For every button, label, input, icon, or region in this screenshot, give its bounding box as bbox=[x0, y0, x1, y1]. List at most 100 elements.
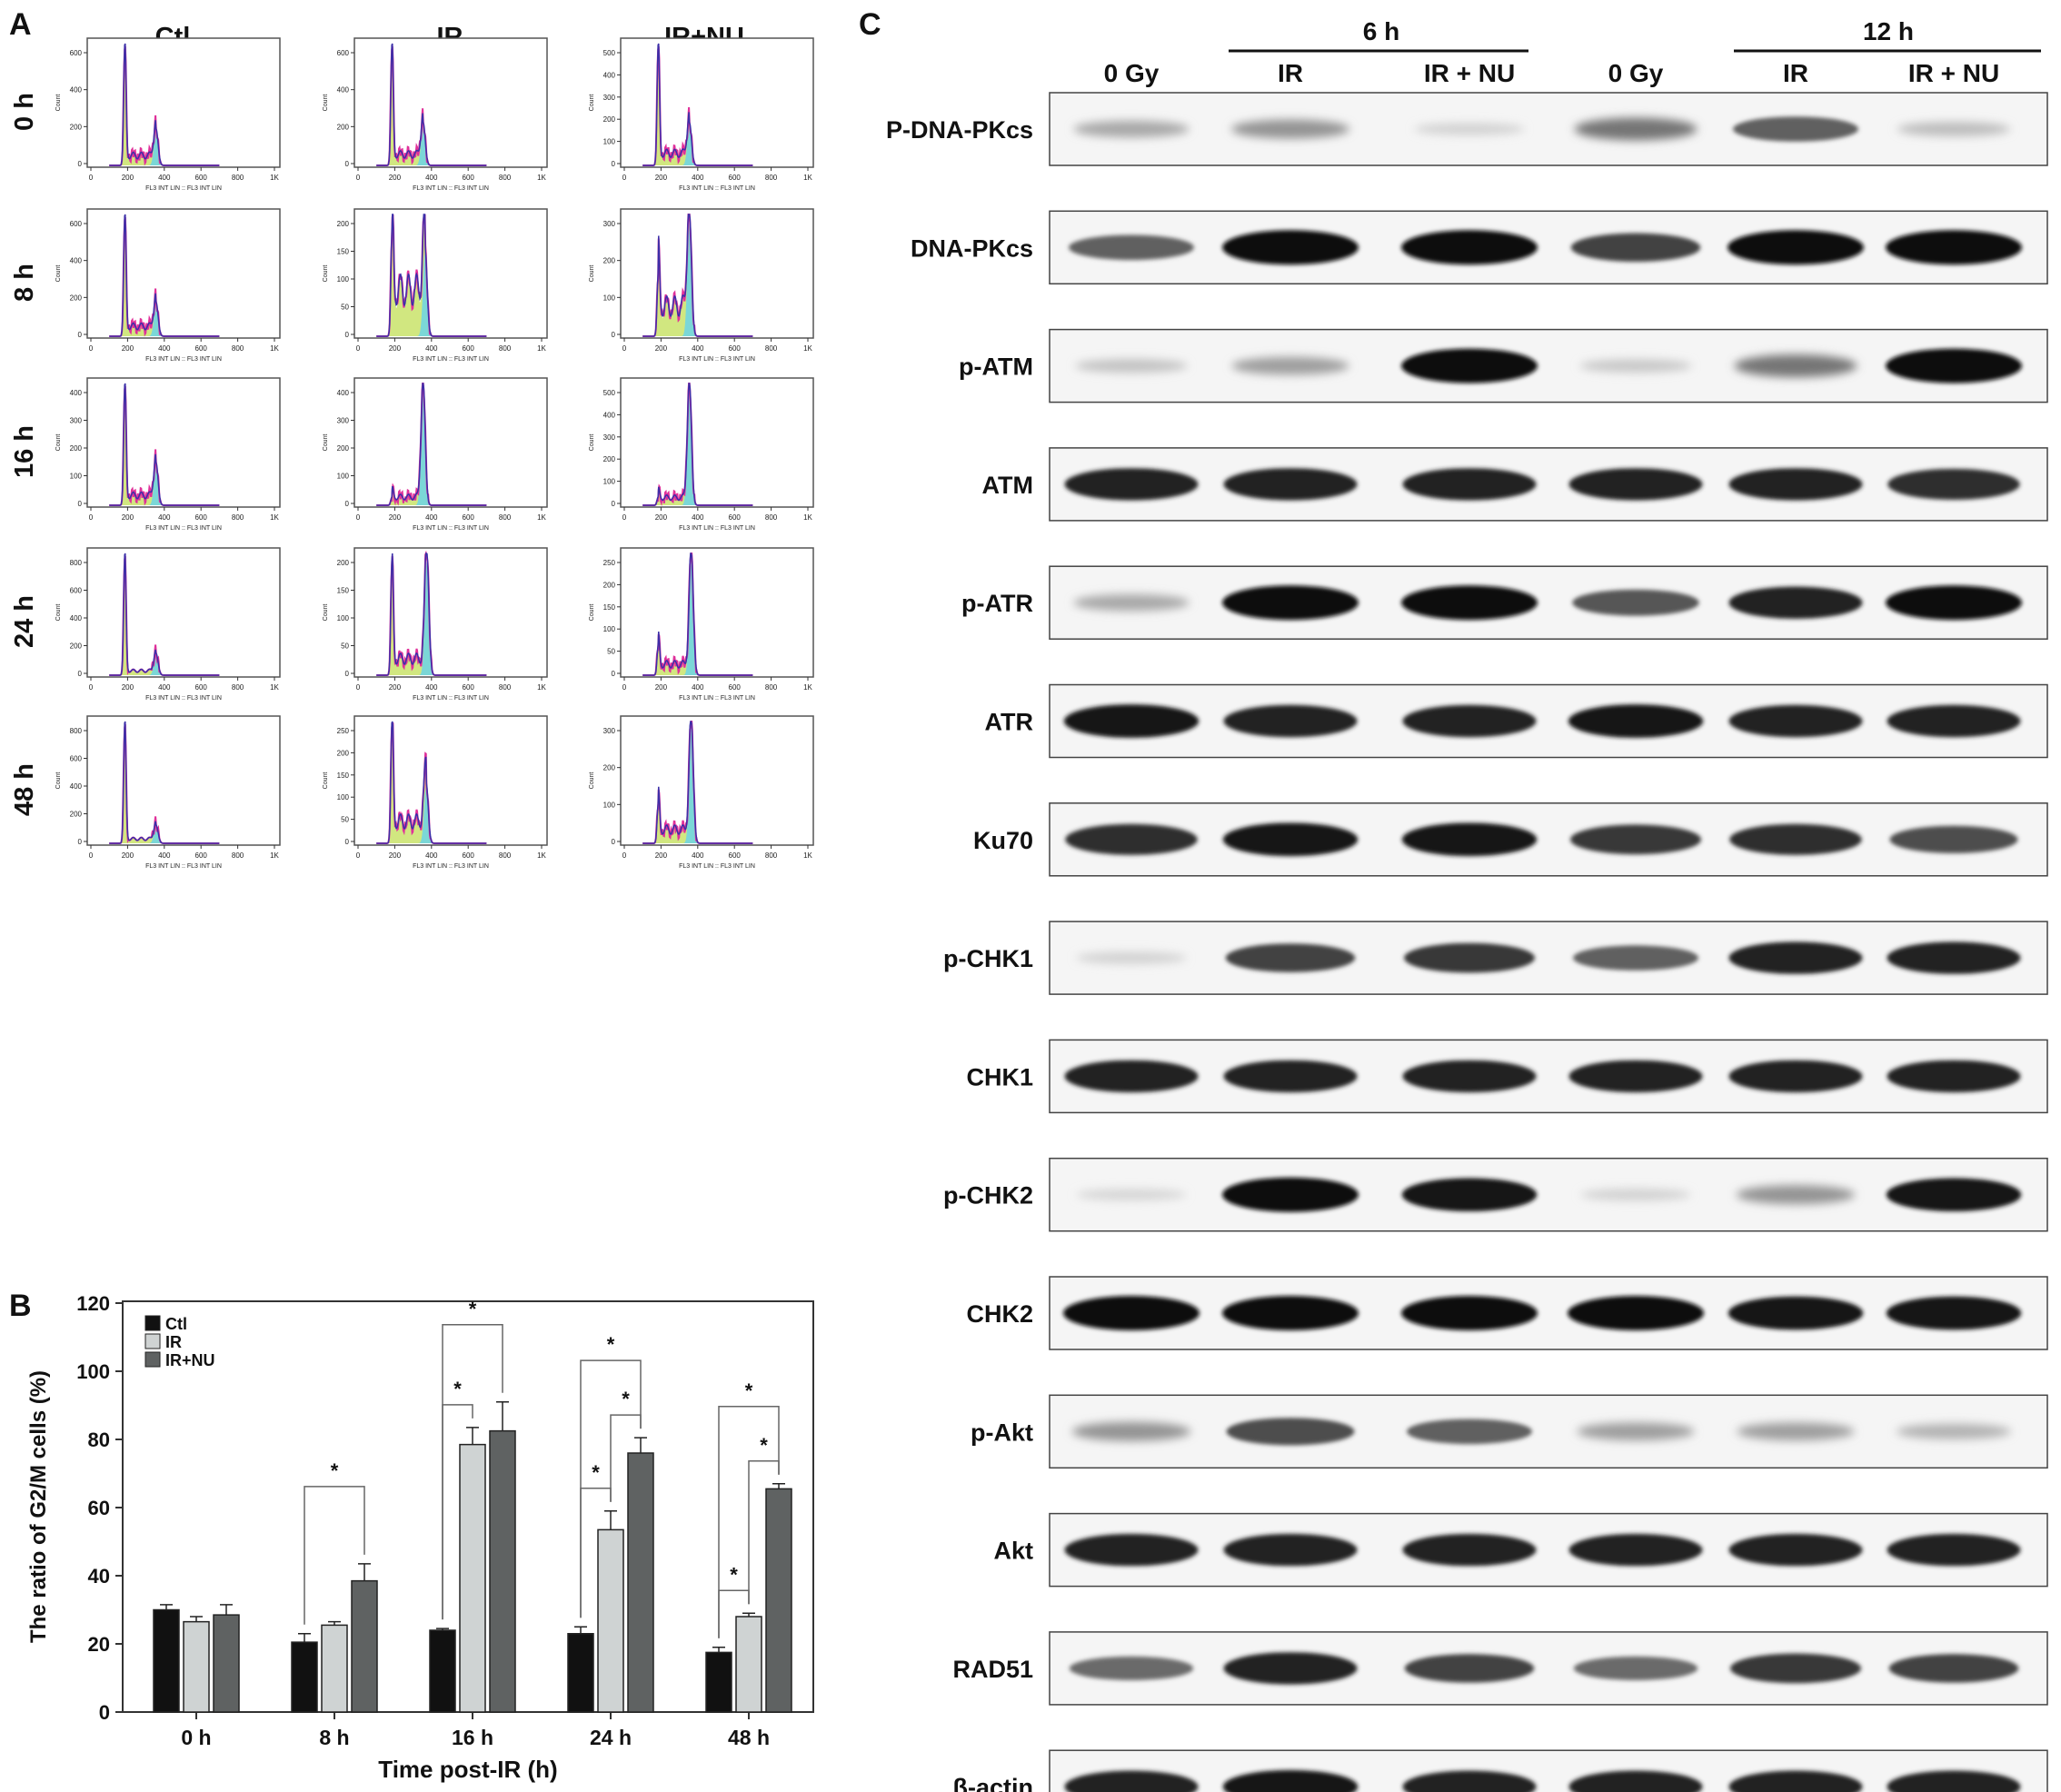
y-tick-label: 150 bbox=[337, 248, 350, 256]
y-axis-label: Count bbox=[55, 95, 62, 112]
blot-frame bbox=[1049, 565, 2048, 640]
blot-frame bbox=[1049, 328, 2048, 403]
protein-band bbox=[1568, 1770, 1703, 1792]
x-axis-label: FL3 INT LIN :: FL3 INT LIN bbox=[679, 185, 755, 192]
legend-swatch bbox=[144, 1351, 161, 1368]
lane-label: IR bbox=[1783, 59, 1808, 87]
x-tick-label: 8 h bbox=[319, 1726, 349, 1749]
protein-band bbox=[1226, 1418, 1355, 1446]
protein-band bbox=[1223, 1652, 1358, 1685]
y-tick-label: 40 bbox=[88, 1565, 110, 1588]
y-axis-label: Count bbox=[55, 434, 62, 452]
x-axis-label: FL3 INT LIN :: FL3 INT LIN bbox=[145, 356, 222, 363]
x-tick-label: 1K bbox=[270, 683, 279, 692]
x-tick-label: 1K bbox=[803, 344, 812, 353]
protein-band bbox=[1073, 593, 1190, 612]
significance-star: * bbox=[745, 1379, 753, 1402]
legend-label: IR bbox=[165, 1333, 182, 1351]
protein-label: p-ATM bbox=[959, 353, 1033, 381]
x-tick-label: 800 bbox=[232, 174, 244, 182]
histogram-fill bbox=[376, 226, 487, 336]
y-axis-label: The ratio of G2/M cells (%) bbox=[26, 1370, 51, 1643]
blot-frame bbox=[1049, 683, 2048, 759]
x-tick-label: 1K bbox=[537, 513, 546, 522]
y-tick-label: 200 bbox=[70, 642, 83, 651]
x-tick-label: 400 bbox=[158, 174, 171, 182]
protein-band bbox=[1886, 585, 2022, 621]
protein-label: p-CHK2 bbox=[943, 1182, 1033, 1210]
protein-band bbox=[1069, 234, 1194, 261]
x-tick-label: 0 bbox=[622, 851, 627, 860]
protein-band bbox=[1223, 704, 1358, 738]
protein-band bbox=[1734, 354, 1857, 378]
y-tick-label: 80 bbox=[88, 1429, 110, 1451]
protein-band bbox=[1728, 1533, 1863, 1567]
significance-star: * bbox=[453, 1378, 462, 1400]
x-axis-label: FL3 INT LIN :: FL3 INT LIN bbox=[679, 695, 755, 702]
y-tick-label: 20 bbox=[88, 1633, 110, 1656]
y-axis-label: Count bbox=[589, 265, 595, 283]
y-tick-label: 50 bbox=[341, 642, 349, 651]
histogram-fit bbox=[109, 383, 220, 506]
y-tick-label: 150 bbox=[603, 603, 616, 612]
protein-band bbox=[1231, 356, 1349, 375]
protein-label: CHK1 bbox=[966, 1063, 1033, 1090]
x-axis-label: FL3 INT LIN :: FL3 INT LIN bbox=[413, 695, 489, 702]
significance-bracket bbox=[442, 1324, 503, 1620]
x-tick-label: 600 bbox=[195, 174, 208, 182]
x-tick-label: 200 bbox=[389, 851, 402, 860]
x-tick-label: 1K bbox=[270, 344, 279, 353]
significance-star: * bbox=[331, 1459, 339, 1482]
bar-ctl bbox=[567, 1633, 594, 1713]
protein-band bbox=[1401, 585, 1538, 621]
y-tick-label: 0 bbox=[612, 331, 616, 339]
protein-band bbox=[1064, 1770, 1199, 1792]
x-tick-label: 0 bbox=[622, 513, 627, 522]
blot-frame bbox=[1049, 1512, 2048, 1588]
protein-label: ATR bbox=[985, 709, 1034, 736]
y-tick-label: 400 bbox=[337, 389, 350, 397]
histogram-g2-fill bbox=[147, 304, 164, 336]
blot-frame bbox=[1049, 1394, 2048, 1469]
row-label: 8 h bbox=[10, 264, 39, 302]
y-tick-label: 200 bbox=[337, 749, 350, 757]
x-tick-label: 600 bbox=[463, 513, 475, 522]
x-tick-label: 400 bbox=[692, 683, 704, 692]
x-tick-label: 400 bbox=[692, 851, 704, 860]
y-tick-label: 0 bbox=[345, 670, 350, 678]
x-tick-label: 800 bbox=[232, 851, 244, 860]
blot-frame bbox=[1049, 802, 2048, 877]
histogram-frame bbox=[86, 208, 281, 339]
x-tick-label: 1K bbox=[270, 851, 279, 860]
y-tick-label: 400 bbox=[70, 257, 83, 265]
x-tick-label: 1K bbox=[803, 851, 812, 860]
protein-band bbox=[1574, 117, 1698, 141]
x-tick-label: 600 bbox=[195, 513, 208, 522]
histogram-g2-fill bbox=[147, 464, 164, 505]
x-axis-label: FL3 INT LIN :: FL3 INT LIN bbox=[413, 863, 489, 870]
significance-bracket bbox=[304, 1486, 365, 1625]
protein-band bbox=[1402, 1060, 1537, 1093]
protein-band bbox=[1570, 233, 1701, 263]
histogram-fit bbox=[109, 721, 220, 844]
y-tick-label: 60 bbox=[88, 1497, 110, 1519]
x-tick-label: 0 bbox=[89, 174, 94, 182]
y-tick-label: 0 bbox=[78, 500, 83, 508]
y-tick-label: 0 bbox=[345, 838, 350, 846]
histogram-frame bbox=[353, 377, 548, 508]
protein-band bbox=[1737, 1422, 1855, 1441]
y-axis-label: Count bbox=[55, 604, 62, 622]
y-tick-label: 0 bbox=[78, 160, 83, 168]
y-tick-label: 100 bbox=[603, 801, 616, 809]
legend-label: Ctl bbox=[165, 1315, 187, 1333]
x-tick-label: 600 bbox=[195, 344, 208, 353]
time-group-label: 6 h bbox=[1363, 17, 1399, 45]
x-tick-label: 0 bbox=[356, 174, 361, 182]
x-axis-label: FL3 INT LIN :: FL3 INT LIN bbox=[679, 863, 755, 870]
histogram-g2-fill bbox=[681, 124, 698, 165]
y-tick-label: 300 bbox=[337, 417, 350, 425]
protein-label: ATM bbox=[982, 472, 1033, 499]
x-tick-label: 600 bbox=[463, 851, 475, 860]
protein-band bbox=[1404, 1654, 1535, 1683]
lane-label: 0 Gy bbox=[1104, 59, 1160, 87]
